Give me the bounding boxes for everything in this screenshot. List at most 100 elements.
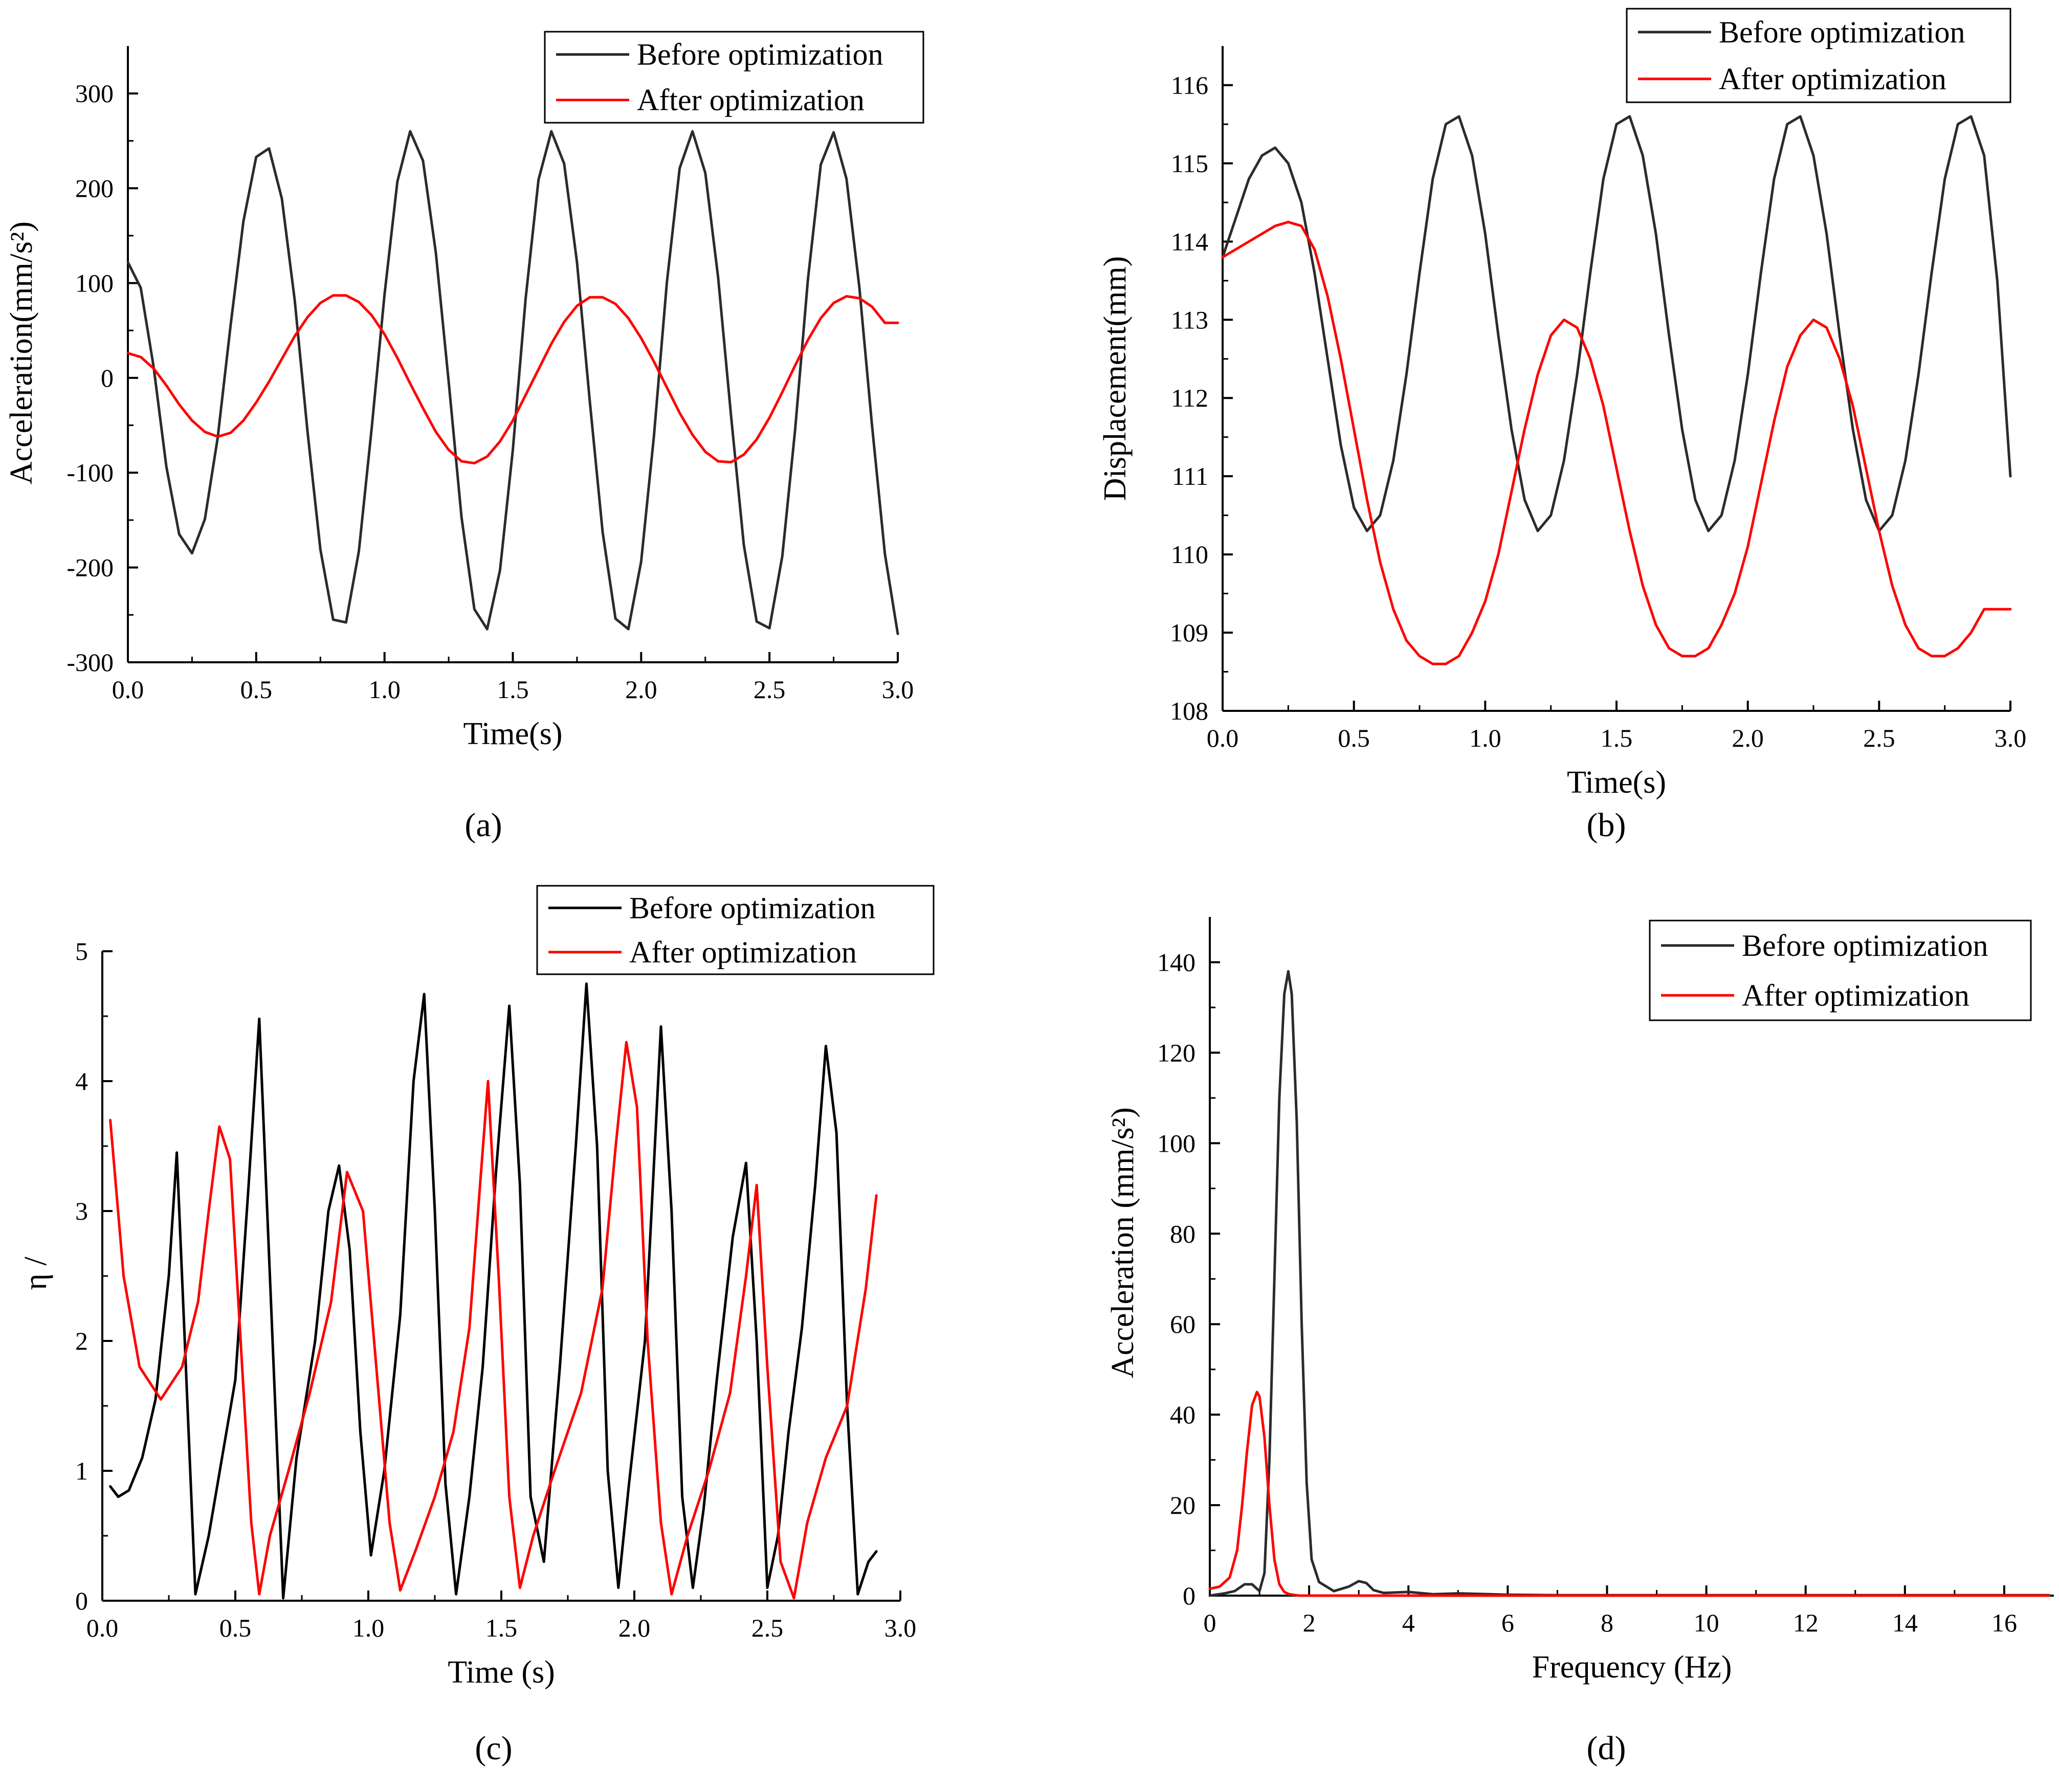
legend-label-before: Before optimization [1742,929,1988,962]
y-tick-label: 60 [1170,1310,1195,1338]
y-axis-title: η / [18,1257,53,1290]
series-line-after [126,294,899,465]
legend-box [1626,8,2011,103]
y-tick-label: 0 [75,1586,88,1615]
y-tick-label: 113 [1171,305,1208,334]
legend: Before optimization After optimization [1626,8,2011,103]
x-tick-label: 3.0 [1995,724,2027,752]
y-tick-label: 20 [1170,1491,1195,1519]
y-tick-label: 116 [1171,71,1208,99]
x-tick-label: 1.5 [485,1614,518,1642]
legend: Before optimization After optimization [1649,920,2032,1021]
x-tick-label: 2.5 [751,1614,784,1642]
series-line-before [1208,970,2050,1597]
y-tick-label: 0 [1183,1581,1195,1610]
x-tick-label: 0.5 [1338,724,1370,752]
legend-label-after: After optimization [1742,978,1969,1012]
y-tick-label: 300 [75,79,114,108]
y-tick-label: 140 [1157,948,1195,976]
y-tick-label: 4 [75,1067,88,1095]
y-tick-label: 115 [1171,149,1208,177]
panel-d: 0 2 4 6 8 10 12 14 16 0 20 40 60 80 100 120 140 Frequency… [1105,917,2054,1767]
y-axis-title: Acceleration(mm/s²) [4,221,39,484]
y-tick-label: 114 [1171,227,1208,256]
y-tick-label: 109 [1170,618,1208,647]
panel-a: 0.0 0.5 1.0 1.5 2.0 2.5 3.0 -300 -200 -100 0 100 200… [4,31,924,844]
legend-box [544,31,924,124]
x-tick-label: 1.0 [1469,724,1501,752]
y-tick-label: 110 [1171,540,1208,569]
x-tick-label: 2.0 [625,675,657,704]
y-tick-label: 0 [101,364,114,392]
x-tick-label: 12 [1793,1608,1819,1637]
legend: Before optimization After optimization [536,885,935,975]
x-tick-label: 2.0 [1732,724,1764,752]
y-tick-label: -100 [67,458,114,487]
series-line-after [109,1041,878,1600]
x-tick-label: 2.5 [1863,724,1895,752]
panel-b: 0.0 0.5 1.0 1.5 2.0 2.5 3.0 108 109 110 111 112 113 1… [1098,8,2027,844]
panel-label: (d) [1587,1730,1626,1767]
y-tick-label: 100 [1157,1129,1195,1157]
y-tick-label: 2 [75,1327,88,1355]
x-tick-label: 16 [1991,1608,2017,1637]
x-tick-label: 0 [1204,1608,1216,1637]
legend: Before optimization After optimization [544,31,924,124]
x-tick-label: 1.5 [497,675,529,704]
x-tick-label: 4 [1402,1608,1415,1637]
y-tick-label: 80 [1170,1219,1195,1248]
x-tick-label: 6 [1501,1608,1514,1637]
x-axis-title: Time (s) [448,1655,555,1690]
x-tick-label: 8 [1601,1608,1613,1637]
legend-label-before: Before optimization [629,891,876,925]
x-axis-title: Frequency (Hz) [1532,1650,1732,1685]
y-tick-label: 1 [75,1457,88,1485]
legend-label-before: Before optimization [637,38,883,72]
y-tick-label: 120 [1157,1038,1195,1067]
y-tick-label: 200 [75,174,114,203]
y-tick-label: 5 [75,937,88,966]
x-tick-label: 0.5 [219,1614,252,1642]
series-line-before [109,982,878,1600]
y-tick-label: 40 [1170,1400,1195,1429]
x-tick-label: 2.0 [618,1614,651,1642]
x-tick-label: 2 [1303,1608,1316,1637]
series-line-after [1221,220,2012,665]
legend-label-after: After optimization [629,935,857,969]
y-tick-label: -200 [67,553,114,582]
x-tick-label: 1.0 [368,675,401,704]
x-tick-label: 0.0 [1207,724,1239,752]
y-tick-label: 111 [1172,462,1208,490]
legend-label-after: After optimization [637,83,865,117]
y-tick-label: 3 [75,1197,88,1225]
x-axis-title: Time(s) [1567,765,1666,800]
legend-box [1649,920,2032,1021]
y-axis-title: Acceleration (mm/s²) [1105,1107,1140,1378]
x-tick-label: 1.5 [1601,724,1633,752]
y-tick-label: -300 [67,648,114,677]
y-tick-label: 100 [75,268,114,297]
x-tick-label: 3.0 [882,675,914,704]
x-tick-label: 0.0 [112,675,144,704]
panel-label: (b) [1587,807,1626,844]
legend-box [536,885,935,975]
y-tick-label: 108 [1170,697,1208,725]
legend-label-after: After optimization [1719,62,1946,96]
x-tick-label: 0.0 [86,1614,119,1642]
series-line-before [126,130,899,635]
x-tick-label: 14 [1892,1608,1918,1637]
x-tick-label: 2.5 [754,675,786,704]
x-tick-label: 0.5 [240,675,273,704]
legend-label-before: Before optimization [1719,15,1965,49]
panel-c: 0.0 0.5 1.0 1.5 2.0 2.5 3.0 0 1 2 3 4 5 Time (s) η / Be… [18,885,935,1767]
series-line-after [1208,1391,2050,1597]
y-tick-label: 112 [1171,384,1208,412]
y-axis-title: Displacement(mm) [1098,256,1133,501]
x-tick-label: 3.0 [884,1614,917,1642]
panel-label: (c) [475,1730,512,1767]
x-axis-title: Time(s) [463,716,562,751]
x-tick-label: 1.0 [352,1614,385,1642]
panel-label: (a) [464,807,502,844]
x-tick-label: 10 [1694,1608,1719,1637]
